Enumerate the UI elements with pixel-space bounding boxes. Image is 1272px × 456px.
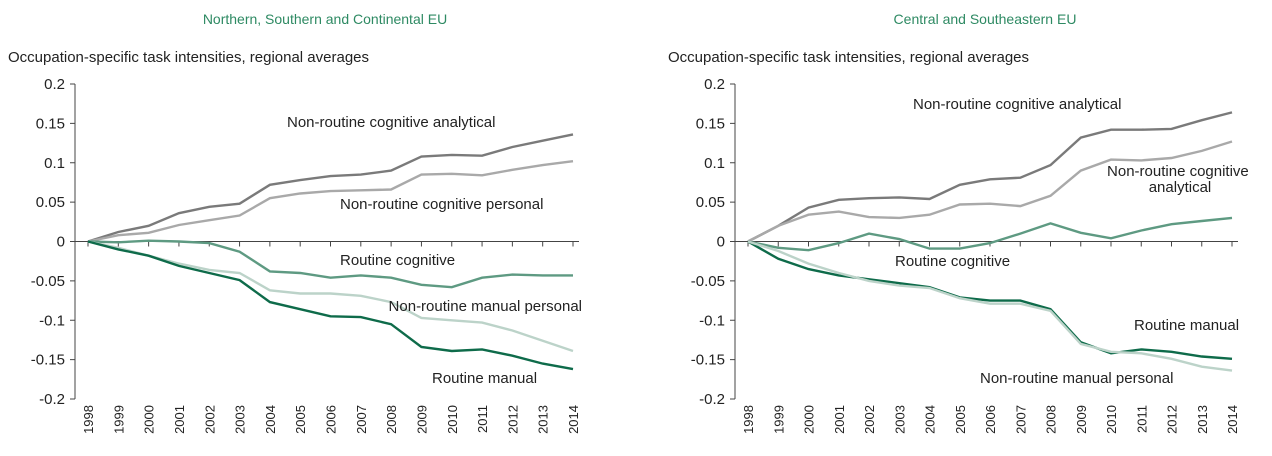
series-label: Non-routine manual personal <box>389 298 582 315</box>
series-label: Routine cognitive <box>895 253 1010 270</box>
label-line: Non-routine manual personal <box>389 298 582 315</box>
x-tick-label: 2004 <box>923 405 938 434</box>
panel: Northern, Southern and Continental EU Occ… <box>8 11 582 434</box>
y-tick-label: -0.05 <box>691 273 725 290</box>
x-tick-label: 2014 <box>1225 405 1240 434</box>
x-tick-label: 2013 <box>1195 405 1210 434</box>
x-tick-label: 1998 <box>741 405 756 434</box>
x-tick-label: 1999 <box>111 405 126 434</box>
x-tick-label: 2002 <box>862 405 877 434</box>
y-tick-label: 0.2 <box>44 76 65 93</box>
x-tick-label: 2005 <box>953 405 968 434</box>
y-tick-label: 0.2 <box>704 76 725 93</box>
y-tick-label: 0.05 <box>36 194 65 211</box>
series-line <box>747 240 1233 372</box>
series-label: Routine manual <box>432 370 537 387</box>
series-line <box>87 160 574 243</box>
x-tick-label: 2011 <box>475 405 490 433</box>
x-tick-label: 2003 <box>892 405 907 434</box>
y-tick-label: 0.1 <box>704 155 725 172</box>
x-tick-label: 1998 <box>81 405 96 434</box>
x-tick-label: 2000 <box>802 405 817 434</box>
x-tick-label: 2006 <box>324 405 339 434</box>
x-tick-label: 2007 <box>354 405 369 434</box>
x-tick-label: 2004 <box>263 405 278 434</box>
x-tick-label: 2011 <box>1134 405 1149 433</box>
x-tick-label: 2003 <box>233 405 248 434</box>
x-tick-label: 2001 <box>172 405 187 434</box>
x-tick-label: 2002 <box>202 405 217 434</box>
series-line <box>87 240 574 371</box>
x-tick-label: 2000 <box>142 405 157 434</box>
y-tick-label: -0.1 <box>699 312 725 329</box>
y-tick-label: 0.05 <box>696 194 725 211</box>
label-line: analytical <box>1149 179 1212 196</box>
y-tick-label: -0.2 <box>699 391 725 408</box>
y-tick-label: 0 <box>57 234 65 251</box>
x-tick-label: 2001 <box>832 405 847 434</box>
y-tick-label: -0.15 <box>31 352 65 369</box>
y-tick-label: 0.15 <box>36 115 65 132</box>
x-tick-label: 2010 <box>445 405 460 434</box>
panel: Central and Southeastern EU Occupation-sp… <box>668 11 1253 434</box>
y-tick-label: -0.05 <box>31 273 65 290</box>
x-tick-label: 2008 <box>1044 405 1059 434</box>
y-tick-label: -0.1 <box>39 312 65 329</box>
x-tick-label: 2012 <box>1165 405 1180 434</box>
series-label: Routine cognitive <box>340 252 455 269</box>
x-tick-label: 2014 <box>566 405 581 434</box>
chart-title: Northern, Southern and Continental EU <box>203 11 447 27</box>
series-label: Non-routine cognitive analytical <box>287 114 495 131</box>
series-line <box>747 111 1233 243</box>
series-line <box>87 239 573 289</box>
series-line <box>747 216 1233 252</box>
series-line <box>747 240 1233 360</box>
x-tick-label: 2013 <box>536 405 551 434</box>
y-tick-label: 0.1 <box>44 155 65 172</box>
x-tick-label: 2012 <box>505 405 520 434</box>
series-label: Non-routine cognitive personal <box>340 196 543 213</box>
series-label: Routine manual <box>1134 317 1239 334</box>
label-line: Non-routine cognitive <box>1107 163 1253 180</box>
x-tick-label: 1999 <box>771 405 786 434</box>
series-label: Non-routine manual personal <box>980 370 1173 387</box>
chart-subtitle: Occupation-specific task intensities, re… <box>668 49 1029 66</box>
y-tick-label: 0 <box>717 234 725 251</box>
x-tick-label: 2006 <box>983 405 998 434</box>
x-tick-label: 2010 <box>1104 405 1119 434</box>
series-line <box>87 240 574 353</box>
y-tick-label: -0.2 <box>39 391 65 408</box>
chart-title: Central and Southeastern EU <box>894 11 1077 27</box>
y-tick-label: -0.15 <box>691 352 725 369</box>
x-tick-label: 2008 <box>384 405 399 434</box>
series-line <box>747 140 1233 243</box>
series-line <box>87 133 574 243</box>
x-tick-label: 2009 <box>414 405 429 434</box>
x-tick-label: 2007 <box>1013 405 1028 434</box>
series-label: Non-routine cognitive analytical <box>913 96 1121 113</box>
x-tick-label: 2009 <box>1074 405 1089 434</box>
series-label: Non-routine cognitive analytical <box>1107 163 1253 196</box>
chart-subtitle: Occupation-specific task intensities, re… <box>8 49 369 66</box>
x-tick-label: 2005 <box>293 405 308 434</box>
y-tick-label: 0.15 <box>696 115 725 132</box>
